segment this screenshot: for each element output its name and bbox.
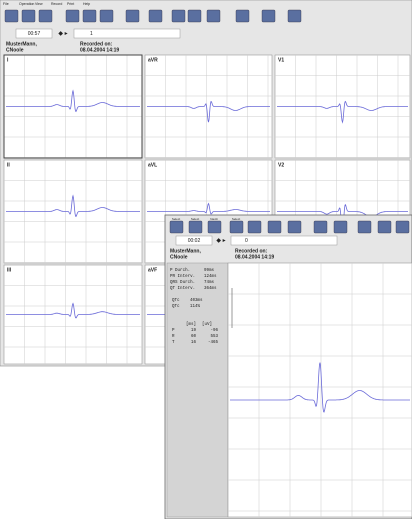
measure-value: 74ms [204,281,215,285]
qtc-label: QTc [172,299,180,303]
toolbar-button[interactable] [187,9,202,23]
ecg-trace [277,100,408,124]
measure-value: 99ms [204,269,215,273]
time-field [15,28,53,39]
measure-value: 124ms [204,275,217,279]
prev-next[interactable]: ◆ ▸ [216,238,225,244]
toolbar-label: Select [172,217,181,221]
side-panel [166,262,229,518]
patient-name: CNoole [6,47,24,53]
toolbar-button[interactable] [4,9,19,23]
toolbar-button[interactable] [235,9,250,23]
menu-item[interactable]: Help [83,2,90,6]
toolbar-button[interactable] [287,9,302,23]
toolbar-button[interactable] [99,9,114,23]
table-cell: -465 [208,341,219,345]
toolbar-button[interactable] [169,220,184,234]
toolbar-button[interactable] [171,9,186,23]
ecg-trace [6,302,140,319]
measure-value: 364ms [204,287,217,291]
toolbar-button[interactable] [148,9,163,23]
toolbar-button[interactable] [188,220,203,234]
toolbar-button[interactable] [206,9,221,23]
menu-item[interactable]: Print [67,2,74,6]
ecg-trace [6,89,140,113]
time: 00:02 [188,238,201,244]
measure-label: QRS Durch. [170,280,195,285]
page-field [230,235,338,246]
table-cell: 16 [191,341,197,345]
toolbar-button[interactable] [21,9,36,23]
qtc-label: QTc [172,305,180,309]
toolbar-button[interactable] [261,9,276,23]
lead-label: V1 [278,57,284,63]
toolbar-button[interactable] [65,9,80,23]
toolbar-button[interactable] [125,9,140,23]
ecg-trace [147,202,270,215]
table-cell: T [172,341,175,345]
toolbar-button[interactable] [377,220,392,234]
lead-label: I [7,57,9,63]
toolbar-button[interactable] [267,220,282,234]
toolbar-button[interactable] [207,220,222,234]
ecg-trace [230,362,410,413]
measure-label: P Durch. [170,268,190,273]
measure-label: PR Interv. [170,275,195,279]
time-field [175,235,213,246]
table-cell: R [172,335,175,339]
toolbar-button[interactable] [229,220,244,234]
qtc-value: 114% [190,305,201,309]
lead-label: V2 [278,162,284,168]
toolbar-label: Select [191,217,200,221]
ecg-trace [147,100,270,123]
recorded-date: 08.04.2004 14:19 [235,254,274,260]
menu-item[interactable]: Operation [19,2,34,6]
page: 1 [90,31,93,37]
recorded-label: Recorded on: [80,41,113,47]
qtc-value: 403ms [190,299,203,303]
lead-label: aVF [148,267,157,273]
table-cell: 60 [191,335,197,339]
recorded-label: Recorded on: [235,248,268,254]
patient-name: MusterMann, [6,41,37,47]
page: 0 [245,238,248,244]
table-cell: 19 [191,329,197,333]
lead-label: III [7,267,12,273]
table-cell: 553 [210,335,218,339]
table-header: [uV] [202,322,212,327]
prev-next[interactable]: ◆ ▸ [58,31,67,37]
menu-item[interactable]: File [3,2,9,6]
lead-label: II [7,162,10,168]
toolbar-button[interactable] [38,9,53,23]
lead-label: aVR [148,57,158,63]
table-cell: P [172,329,175,333]
lead-label: aVL [148,162,157,168]
toolbar-label: Naviti [210,217,218,221]
toolbar-button[interactable] [313,220,328,234]
patient-name: CNoole [170,254,188,260]
patient-name: MusterMann, [170,248,201,254]
toolbar-button[interactable] [395,220,410,234]
detail-chart [227,262,412,518]
toolbar-button[interactable] [247,220,262,234]
measure-label: QT Interv. [170,287,195,291]
menu-item[interactable]: Record [51,2,62,6]
table-header: [ms] [186,322,196,327]
time: 00:57 [28,31,41,37]
toolbar-button[interactable] [287,220,302,234]
menu-item[interactable]: View [35,2,43,6]
toolbar-button[interactable] [82,9,97,23]
selected-lead [3,54,143,159]
recorded-date: 08.04.2004 14:19 [80,47,119,53]
toolbar-button[interactable] [357,220,372,234]
page-field [73,28,181,39]
toolbar-button[interactable] [333,220,348,234]
table-cell: -96 [210,329,218,333]
toolbar-label: Select [232,217,241,221]
ecg-trace [6,194,140,218]
